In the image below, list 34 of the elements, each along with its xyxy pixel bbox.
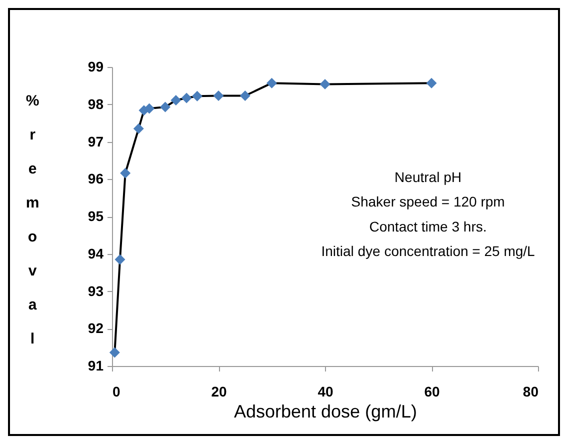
annotation: Shaker speed = 120 rpm bbox=[351, 194, 505, 210]
point bbox=[192, 90, 202, 102]
x-axis-title: Adsorbent dose (gm/L) bbox=[234, 402, 418, 422]
x-tick-label: 80 bbox=[522, 384, 539, 400]
y-tick-label: 98 bbox=[88, 96, 104, 112]
annotation: Initial dye concentration = 25 mg/L bbox=[321, 243, 536, 260]
y-tick-label: 94 bbox=[88, 245, 104, 262]
point bbox=[114, 254, 126, 265]
point bbox=[160, 102, 170, 112]
y-tick-label: 91 bbox=[88, 358, 104, 374]
point bbox=[181, 92, 192, 104]
y-tick-label: 96 bbox=[88, 170, 104, 187]
x-tick-label: 40 bbox=[318, 384, 334, 400]
y-tick-label: 95 bbox=[88, 208, 104, 224]
y-tick-label: 93 bbox=[88, 282, 104, 299]
x-tick-label: 20 bbox=[211, 384, 227, 400]
point bbox=[170, 95, 182, 106]
annotation: Contact time 3 hrs. bbox=[369, 218, 487, 234]
point bbox=[240, 90, 250, 102]
point bbox=[133, 123, 144, 134]
y-tick-label: 97 bbox=[88, 133, 104, 150]
point bbox=[213, 90, 224, 102]
point bbox=[320, 78, 330, 90]
point bbox=[120, 168, 131, 178]
annotation: Neutral pH bbox=[394, 169, 462, 185]
point bbox=[144, 103, 155, 114]
x-tick-label: 0 bbox=[112, 384, 120, 400]
point bbox=[266, 78, 277, 88]
y-tick-label: 99 bbox=[88, 58, 104, 74]
point bbox=[426, 78, 437, 88]
y-axis-title: % removal bbox=[26, 92, 40, 348]
x-tick-label: 60 bbox=[424, 384, 440, 400]
point bbox=[109, 347, 120, 358]
y-tick-label: 92 bbox=[88, 320, 104, 336]
